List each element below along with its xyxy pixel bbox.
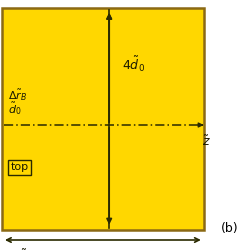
Bar <box>2 8 204 230</box>
Text: (b): (b) <box>221 222 239 235</box>
Text: $8\tilde{d}_0$: $8\tilde{d}_0$ <box>10 248 34 250</box>
Text: top: top <box>10 162 29 172</box>
Text: $\tilde{z}$: $\tilde{z}$ <box>202 135 210 150</box>
Text: $\tilde{d}_0$: $\tilde{d}_0$ <box>8 100 22 117</box>
Text: $4\tilde{d}_0$: $4\tilde{d}_0$ <box>122 54 145 74</box>
Text: $\Delta\tilde{r}_B$: $\Delta\tilde{r}_B$ <box>8 87 28 103</box>
